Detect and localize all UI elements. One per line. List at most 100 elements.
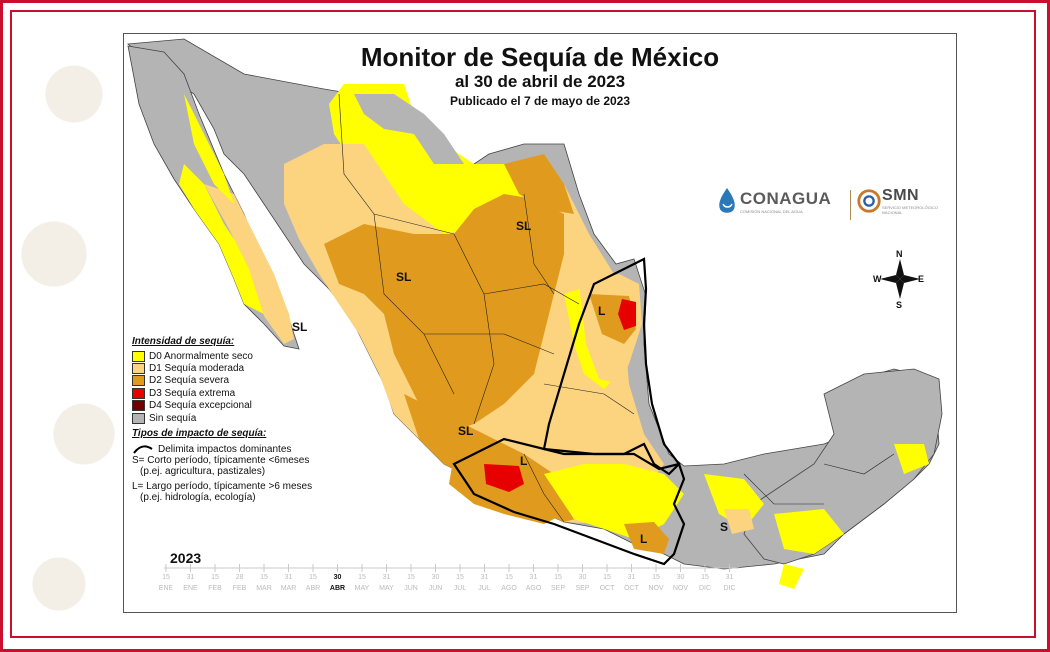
legend-swatch	[132, 400, 145, 412]
timeline-month: DIC	[698, 585, 712, 592]
timeline-day: 15	[358, 574, 366, 581]
legend-swatch	[132, 412, 145, 424]
timeline-day: 31	[382, 574, 391, 581]
timeline-month: MAR	[256, 585, 272, 592]
timeline-month: OCT	[624, 585, 639, 592]
timeline-month: ENE	[158, 585, 174, 592]
timeline-day: 30	[578, 574, 587, 581]
timeline-month: JUL	[453, 585, 467, 592]
timeline-day: 15	[554, 574, 562, 581]
region-label: L	[598, 304, 606, 318]
timeline-day: 15	[701, 574, 709, 581]
timeline-month: ABR	[329, 585, 346, 592]
logos: CONAGUA COMISIÓN NACIONAL DEL AGUA SMN S…	[714, 186, 954, 226]
region-label: SL	[292, 320, 308, 334]
state-lines	[338, 93, 895, 523]
smn-spiral-icon	[857, 189, 881, 213]
legend-item: D3 Sequía extrema	[132, 387, 432, 399]
legend-item: D0 Anormalmente seco	[132, 350, 432, 362]
legend-swatch	[132, 375, 145, 387]
smn-name: SMN	[882, 187, 920, 204]
timeline-day: 15	[652, 574, 660, 581]
legend-item: Sin sequía	[132, 412, 432, 424]
compass-e: E	[918, 274, 925, 284]
legend-label: Sin sequía	[149, 412, 197, 424]
timeline-year: 2023	[170, 550, 202, 566]
timeline-day: 15	[407, 574, 415, 581]
timeline-month: MAY	[354, 585, 370, 592]
intensity-heading: Intensidad de sequía:	[132, 336, 235, 347]
oaxaca-d2	[624, 522, 669, 554]
compass-s: S	[896, 300, 903, 310]
impact-line-icon	[133, 445, 153, 454]
region-label: SL	[516, 219, 532, 233]
timeline-month: NOV	[648, 585, 664, 592]
legend-item: D4 Sequía excepcional	[132, 400, 432, 412]
legend-items: D0 Anormalmente seco D1 Sequía moderada D2…	[132, 350, 432, 424]
legend-label: D3 Sequía extrema	[149, 387, 236, 399]
short-term-label: S= Corto período, típicamente <6meses	[132, 455, 310, 467]
timeline-day: 15	[162, 574, 170, 581]
region-label: S	[720, 520, 729, 534]
baja-d0b	[184, 94, 234, 204]
timeline-day: 31	[725, 574, 734, 581]
legend-label: D4 Sequía excepcional	[149, 400, 252, 412]
region-label: L	[640, 532, 648, 546]
timeline-month: ABR	[305, 585, 321, 592]
impact-boundary-east	[542, 257, 681, 476]
timeline-day: 28	[235, 574, 244, 581]
timeline-day: 31	[284, 574, 293, 581]
region-label: SL	[396, 270, 412, 284]
conagua-name: CONAGUA	[740, 188, 832, 208]
north-d2	[504, 154, 574, 214]
timeline-month: NOV	[672, 585, 689, 592]
timeline-month: OCT	[599, 585, 615, 592]
timeline-month: JUN	[428, 585, 443, 592]
map-title: Monitor de Sequía de México	[360, 42, 720, 72]
timeline-month: FEB	[232, 585, 247, 592]
north-nodrought	[354, 94, 464, 164]
drought-map-panel: Monitor de Sequía de México al 30 de abr…	[123, 33, 957, 613]
legend-label: D1 Sequía moderada	[149, 363, 245, 375]
legend-label: D0 Anormalmente seco	[149, 350, 253, 362]
legend-swatch	[132, 363, 145, 375]
timeline-month: DIC	[723, 585, 736, 592]
central-d2	[324, 194, 564, 434]
timeline-month: AGO	[501, 585, 517, 592]
timeline-month: JUN	[404, 585, 418, 592]
legend-item: D1 Sequía moderada	[132, 362, 432, 375]
timeline-day: 30	[676, 574, 685, 581]
south-d3	[484, 464, 524, 492]
timeline-day: 15	[260, 574, 268, 581]
timeline-day: 30	[431, 574, 440, 581]
south-d0	[544, 464, 684, 539]
smn-subtitle: SERVICIO METEOROLÓGICO NACIONAL	[882, 205, 938, 215]
timeline-day: 15	[603, 574, 611, 581]
legend-label: D2 Sequía severa	[149, 375, 230, 387]
compass-w: W	[873, 274, 882, 284]
east-d3	[618, 299, 636, 330]
decorative-pattern	[14, 14, 122, 634]
timeline-month: FEB	[208, 585, 222, 592]
timeline-day: 15	[211, 574, 219, 581]
baja-d1	[204, 184, 294, 344]
compass-rose	[880, 259, 920, 299]
impact-line-label: Delimita impactos dominantes	[158, 443, 292, 455]
legend-swatch	[132, 387, 145, 399]
long-term-example: (p.ej. hidrología, ecología)	[140, 492, 256, 504]
timeline-month: MAY	[379, 585, 394, 592]
timeline-month: JUL	[478, 585, 491, 592]
conagua-logo: CONAGUA COMISIÓN NACIONAL DEL AGUA	[714, 186, 831, 216]
impact-line-row: Delimita impactos dominantes	[132, 443, 432, 455]
impact-boundary-south	[452, 437, 686, 566]
yucatan-d0d	[779, 564, 804, 589]
smn-logo: SMN SERVICIO METEOROLÓGICO NACIONAL	[856, 186, 954, 216]
compass-n: N	[896, 249, 903, 259]
short-term-example: (p.ej. agricultura, pastizales)	[140, 466, 266, 478]
timeline-day: 31	[186, 574, 195, 581]
logo-divider	[850, 190, 851, 220]
timeline-day: 31	[480, 574, 489, 581]
legend: Intensidad de sequía: D0 Anormalmente se…	[132, 334, 432, 503]
impact-heading: Tipos de impacto de sequía:	[132, 428, 267, 440]
timeline-month: SEP	[575, 585, 590, 592]
